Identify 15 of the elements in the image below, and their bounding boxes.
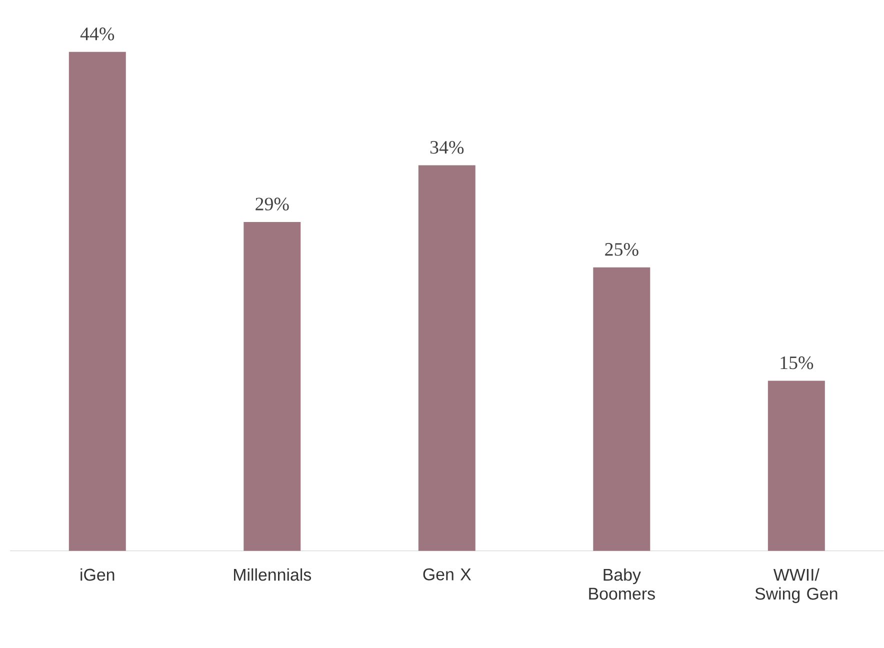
x-tick-label: Baby Boomers [589, 568, 655, 600]
data-label: 29% [256, 198, 289, 211]
bar [244, 222, 301, 551]
data-label: 34% [430, 141, 464, 154]
data-label: 15% [780, 356, 814, 370]
bar [593, 267, 650, 551]
bar [768, 380, 825, 551]
x-tick-label: WWII/ Swing Gen [755, 568, 838, 604]
data-label: 25% [605, 243, 638, 256]
data-label: 44% [80, 28, 114, 40]
bar [418, 165, 476, 551]
x-tick-label: Gen X [423, 568, 472, 580]
x-tick-label: Millennials [234, 568, 312, 581]
bar [68, 52, 126, 551]
x-tick-label: iGen [80, 568, 114, 581]
